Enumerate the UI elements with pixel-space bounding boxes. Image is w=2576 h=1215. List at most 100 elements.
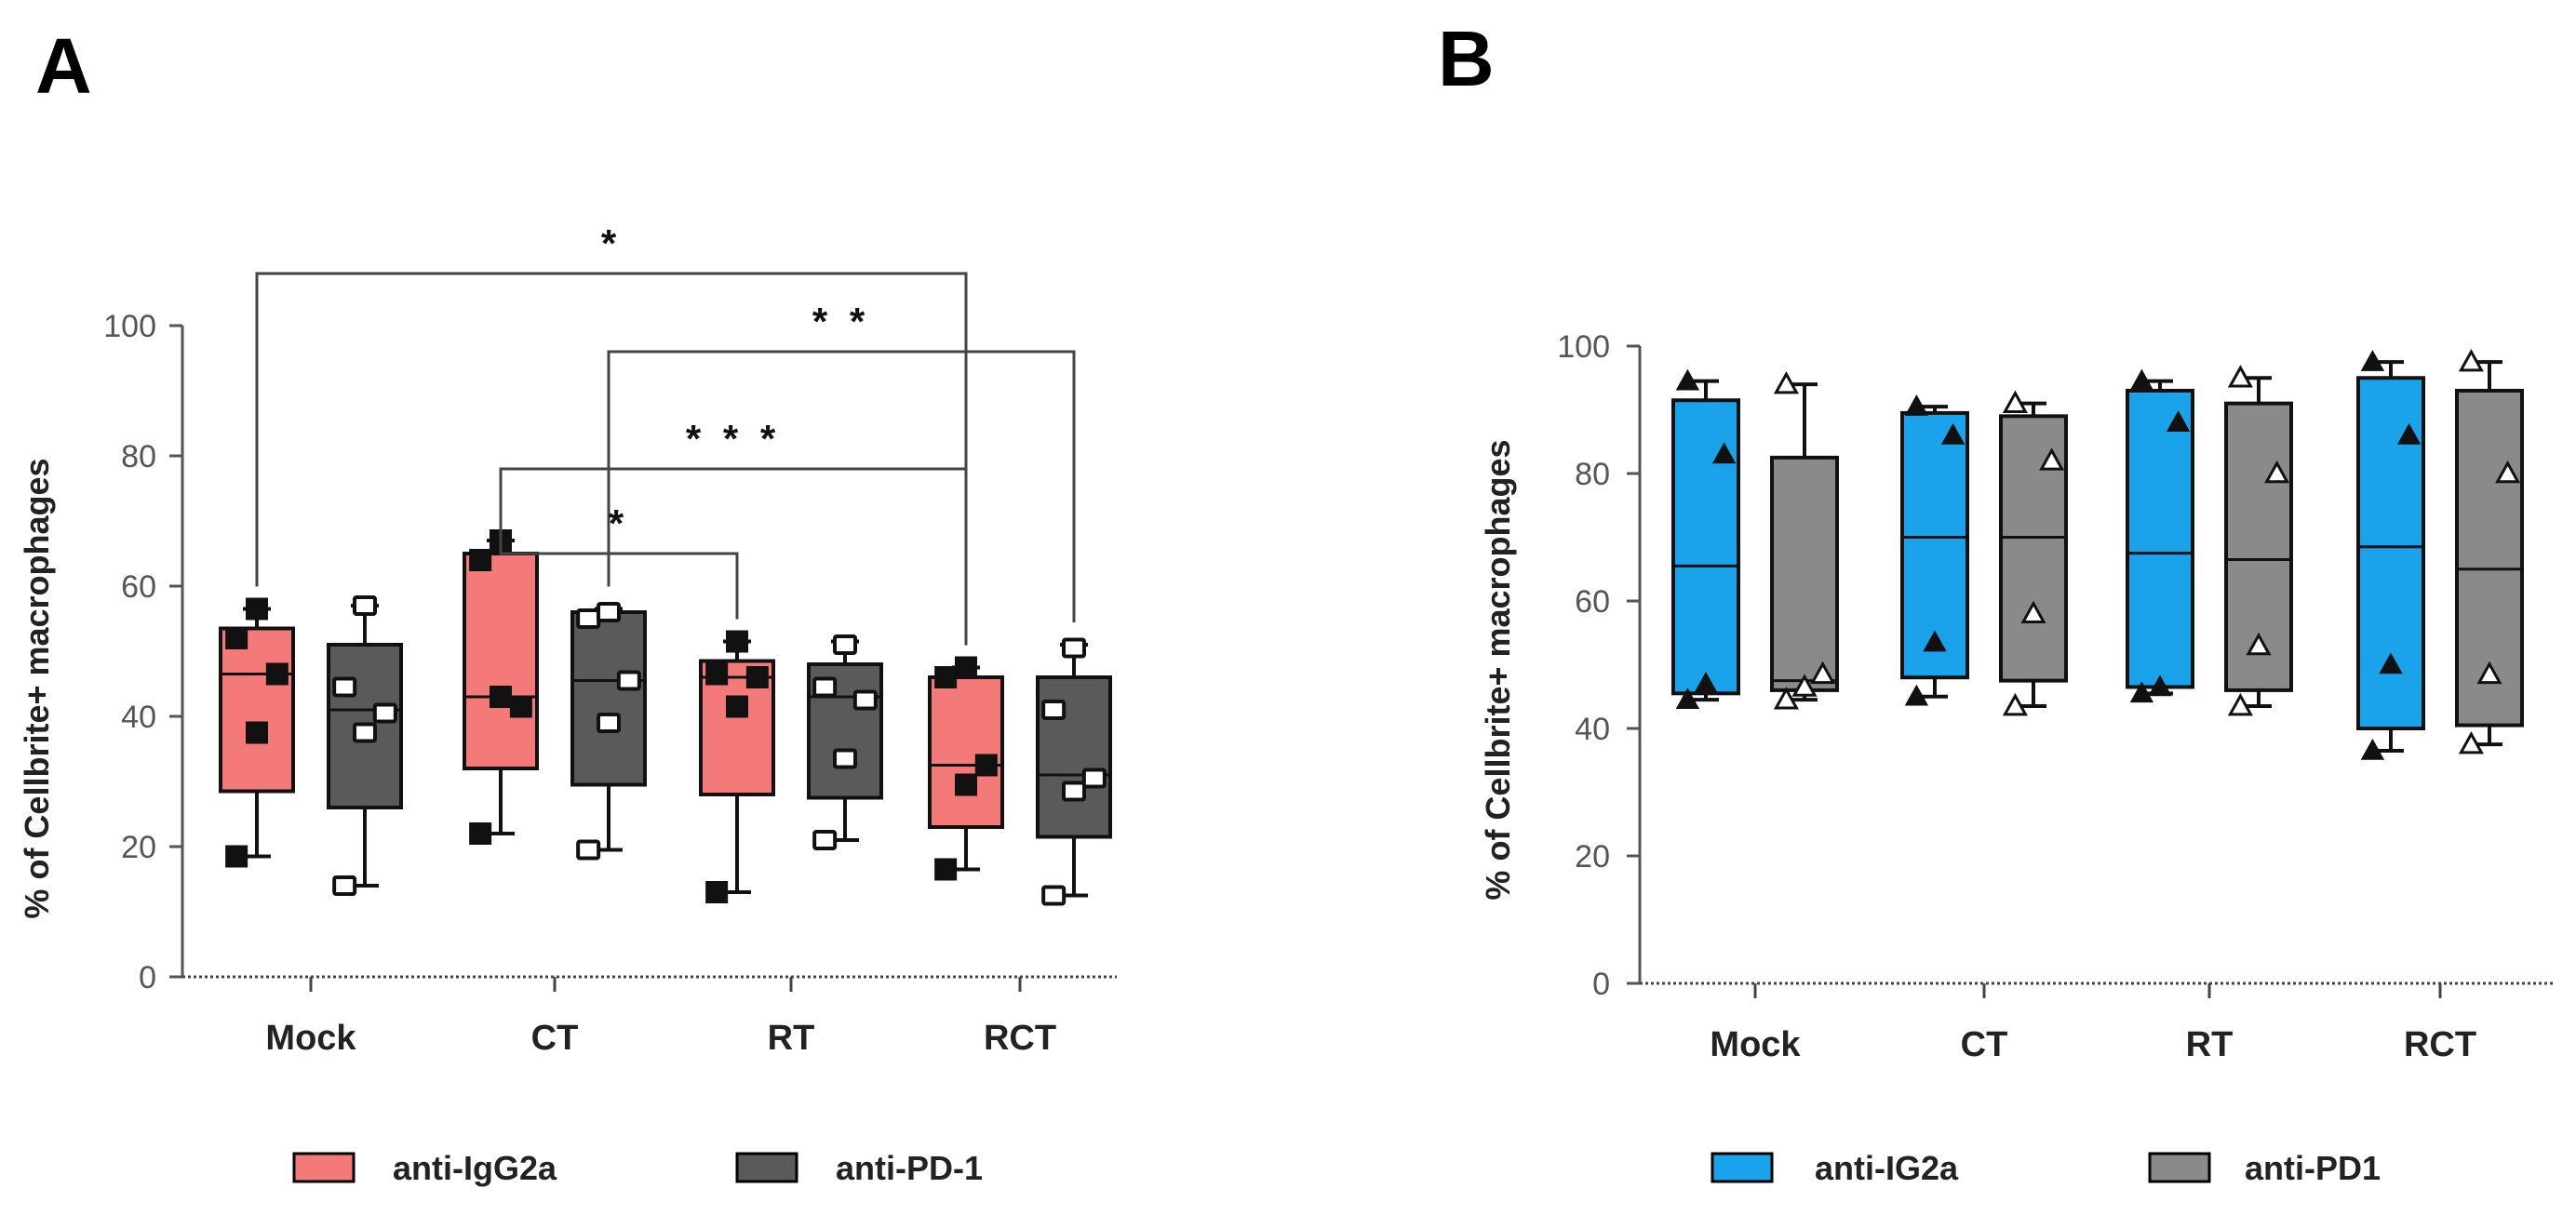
box-body (928, 675, 1004, 829)
data-point (2246, 632, 2272, 656)
data-point (332, 875, 357, 896)
box-body (2356, 376, 2425, 730)
panel-b-y-ticks: 0 20 40 60 80 100 (1557, 329, 1640, 1002)
data-point (833, 634, 857, 655)
box-a-ct-pd1 (570, 602, 647, 861)
data-point (597, 602, 621, 622)
legend-a-label-igg2a: anti-IgG2a (393, 1149, 557, 1187)
y-tick-label-a-100: 100 (103, 309, 156, 344)
y-tick-label-a-80: 80 (121, 439, 156, 474)
data-point (705, 881, 729, 903)
box-b-mock-igg (1671, 368, 1740, 709)
data-point (705, 662, 729, 686)
y-tick-label-a-0: 0 (139, 960, 156, 995)
data-point (353, 595, 377, 616)
data-point (1923, 630, 1947, 652)
y-tick-label-b-80: 80 (1575, 457, 1610, 492)
data-point (1904, 684, 1929, 706)
significance-bracket-2: * * * (499, 417, 968, 646)
panel-a: A % of Cellbrite+ macrophages 0 20 40 60 80 1… (18, 22, 1117, 1187)
panel-a-legend: anti-IgG2a anti-PD-1 (292, 1149, 983, 1187)
box-b-rct-pd1 (2455, 349, 2524, 754)
panel-a-y-axis-label: % of Cellbrite+ macrophages (18, 458, 56, 918)
data-point (225, 845, 248, 868)
bracket-line (499, 518, 739, 620)
data-point (812, 830, 838, 850)
data-point (246, 721, 268, 744)
data-point (1711, 442, 1737, 464)
box-a-rt-pd1 (807, 634, 883, 850)
data-point (597, 713, 621, 733)
panel-a-significance: * * * * * * * (255, 221, 1076, 646)
data-point (265, 662, 288, 686)
box-b-rct-igg (2356, 350, 2425, 760)
panel-b-boxes (1671, 349, 2524, 760)
legend-b-swatch-pd1 (2148, 1152, 2211, 1183)
box-b-rt-pd1 (2224, 365, 2293, 716)
panel-b-axes (1638, 346, 2556, 998)
box-body (219, 626, 295, 794)
box-body (1900, 410, 1969, 680)
legend-b-label-ig2a: anti-IG2a (1815, 1149, 1959, 1187)
data-point (2002, 390, 2028, 413)
panel-a-letter: A (35, 22, 92, 110)
data-point (576, 608, 601, 629)
data-point (2166, 410, 2191, 432)
box-b-mock-pd1 (1770, 371, 1839, 710)
data-point (469, 549, 492, 571)
x-label-a-ct: CT (531, 1019, 579, 1058)
data-point (469, 822, 492, 845)
data-point (2227, 365, 2253, 388)
y-tick-label-b-60: 60 (1575, 584, 1610, 620)
legend-a-label-pd1: anti-PD-1 (836, 1149, 983, 1187)
panel-b-letter: B (1438, 15, 1495, 102)
data-point (1940, 422, 1966, 445)
data-point (2129, 368, 2154, 391)
panel-a-boxes (219, 529, 1112, 906)
x-label-b-rt: RT (2186, 1025, 2234, 1064)
x-label-b-rct: RCT (2404, 1025, 2476, 1064)
data-point (745, 666, 769, 688)
data-point (2227, 692, 2253, 716)
significance-bracket-1: * * (607, 300, 1076, 622)
y-tick-label-a-60: 60 (121, 569, 156, 605)
y-tick-label-b-20: 20 (1575, 839, 1610, 875)
data-point (1773, 687, 1799, 710)
box-body (327, 643, 403, 809)
data-point (2002, 692, 2028, 716)
data-point (576, 839, 601, 861)
data-point (2148, 674, 2172, 697)
data-point (833, 748, 857, 769)
data-point (2476, 661, 2502, 685)
panel-a-x-labels: Mock CT RT RCT (265, 1019, 1056, 1058)
data-point (955, 773, 977, 796)
significance-label: * * (812, 300, 870, 343)
data-point (2360, 350, 2385, 371)
data-point (2039, 447, 2065, 471)
data-point (2458, 349, 2484, 372)
data-point (852, 689, 878, 711)
bracket-line (607, 350, 1076, 622)
data-point (2379, 652, 2403, 674)
panel-b: B % of Cellbrite+ macrophages 0 20 40 60 80 1… (1438, 15, 2556, 1187)
data-point (353, 722, 377, 743)
data-point (1773, 371, 1799, 394)
box-body (570, 610, 647, 787)
significance-label: * (609, 501, 629, 545)
box-body (1671, 398, 1740, 696)
data-point (1081, 768, 1107, 789)
panel-a-y-ticks: 0 20 40 60 80 100 (103, 309, 182, 995)
legend-a-swatch-igg2a (292, 1152, 356, 1183)
box-b-rt-igg (2126, 368, 2194, 703)
data-point (726, 630, 748, 653)
panel-b-x-labels: Mock CT RT RCT (1710, 1025, 2476, 1064)
data-point (1041, 885, 1067, 906)
bracket-line (499, 467, 968, 646)
data-point (1810, 661, 1836, 685)
data-point (372, 702, 397, 724)
x-label-b-mock: Mock (1710, 1025, 1801, 1064)
significance-label: * (601, 221, 622, 265)
legend-a-swatch-pd1 (735, 1152, 798, 1183)
data-point (509, 695, 532, 718)
box-body (1770, 455, 1839, 692)
